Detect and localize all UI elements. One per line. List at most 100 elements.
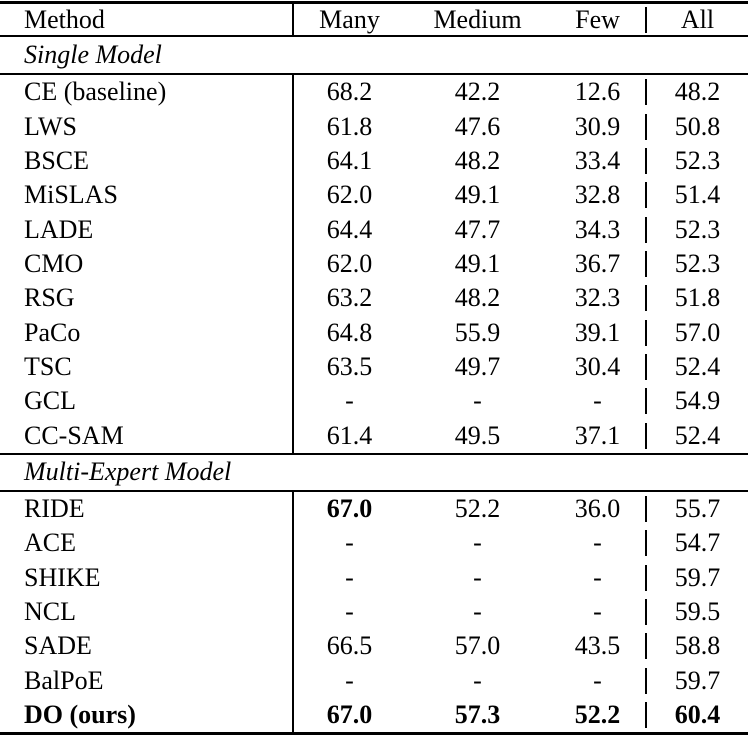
header-many: Many — [319, 4, 380, 34]
table-row-rsg: RSG 63.2 48.2 32.3 51.8 — [0, 281, 748, 316]
all-value: 60.4 — [674, 700, 721, 730]
header-all: All — [680, 4, 715, 34]
many-value: 64.8 — [326, 317, 373, 347]
method-name: CC-SAM — [0, 418, 294, 453]
method-name: LWS — [0, 109, 294, 144]
table-row-lade: LADE 64.4 47.7 34.3 52.3 — [0, 212, 748, 247]
few-value: - — [550, 598, 647, 625]
medium-value: - — [473, 386, 482, 416]
few-value: 36.7 — [550, 250, 647, 277]
medium-value: 57.3 — [454, 700, 501, 730]
medium-value: 49.1 — [454, 180, 501, 210]
medium-value: 49.5 — [454, 420, 501, 450]
many-value: 62.0 — [326, 180, 373, 210]
many-value: - — [345, 528, 354, 558]
top-rule — [0, 1, 748, 4]
header-medium: Medium — [433, 4, 522, 34]
table-row-lws: LWS 61.8 47.6 30.9 50.8 — [0, 109, 748, 144]
medium-value: 48.2 — [454, 283, 501, 313]
few-value: 43.5 — [550, 633, 647, 660]
table-row-cmo: CMO 62.0 49.1 36.7 52.3 — [0, 246, 748, 282]
method-name: MiSLAS — [0, 178, 294, 213]
all-value: 50.8 — [674, 111, 721, 141]
header-method: Method — [0, 4, 294, 35]
all-value: 51.8 — [674, 283, 721, 313]
many-value: 63.5 — [326, 351, 373, 381]
all-value: 59.5 — [674, 596, 721, 626]
method-name: NCL — [0, 594, 294, 630]
method-name: PaCo — [0, 315, 294, 350]
many-value: 67.0 — [326, 700, 373, 730]
all-value: 52.3 — [674, 145, 721, 175]
table-row-ncl: NCL - - - 59.5 — [0, 594, 748, 630]
all-value: 54.9 — [674, 386, 721, 416]
section-label: Multi-Expert Model — [24, 457, 232, 487]
medium-value: - — [473, 596, 482, 626]
all-value: 51.4 — [674, 180, 721, 210]
few-value: 32.3 — [550, 285, 647, 312]
table-row-gcl: GCL - - - 54.9 — [0, 384, 748, 419]
medium-value: 47.7 — [454, 214, 501, 244]
method-name: CMO — [0, 246, 294, 282]
all-value: 59.7 — [674, 665, 721, 695]
section-label: Single Model — [24, 40, 162, 69]
many-value: - — [345, 596, 354, 626]
many-value: 61.8 — [326, 111, 373, 141]
many-value: 61.4 — [326, 420, 373, 450]
table-row-shike: SHIKE - - - 59.7 — [0, 560, 748, 595]
all-value: 57.0 — [674, 317, 721, 347]
method-name: DO (ours) — [0, 697, 294, 733]
all-value: 55.7 — [674, 493, 721, 523]
few-value: 30.4 — [550, 353, 647, 380]
header-separator-rule — [0, 35, 748, 37]
method-name: CE (baseline) — [0, 75, 294, 110]
method-name: BalPoE — [0, 663, 294, 698]
medium-value: 49.7 — [454, 351, 501, 381]
medium-value: 49.1 — [454, 248, 501, 278]
table-row-ace: ACE - - - 54.7 — [0, 526, 748, 561]
few-value: 36.0 — [550, 495, 647, 522]
few-value: 34.3 — [550, 216, 647, 243]
many-value: 68.2 — [326, 77, 373, 107]
table-row-ce-baseline: CE (baseline) 68.2 42.2 12.6 48.2 — [0, 75, 748, 110]
many-value: 64.4 — [326, 214, 373, 244]
all-value: 52.4 — [674, 351, 721, 381]
section-header-multi-expert-model: Multi-Expert Model — [0, 455, 748, 490]
section-separator-rule — [0, 452, 748, 455]
many-value: 63.2 — [326, 283, 373, 313]
few-value: - — [550, 564, 647, 591]
table-row-cc-sam: CC-SAM 61.4 49.5 37.1 52.4 — [0, 418, 748, 453]
method-name: RIDE — [0, 491, 294, 527]
many-value: - — [345, 665, 354, 695]
many-value: - — [345, 386, 354, 416]
method-name: GCL — [0, 384, 294, 419]
medium-value: - — [473, 665, 482, 695]
medium-value: 47.6 — [454, 111, 501, 141]
many-value: 64.1 — [326, 145, 373, 175]
method-name: LADE — [0, 212, 294, 247]
bottom-rule — [0, 732, 748, 736]
all-value: 59.7 — [674, 562, 721, 592]
table-row-mislas: MiSLAS 62.0 49.1 32.8 51.4 — [0, 178, 748, 213]
table-row-ride: RIDE 67.0 52.2 36.0 55.7 — [0, 491, 748, 527]
all-value: 52.4 — [674, 420, 721, 450]
medium-value: 42.2 — [454, 77, 501, 107]
section-header-single-model: Single Model — [0, 37, 748, 73]
section-separator-rule — [0, 73, 748, 75]
method-name: SHIKE — [0, 560, 294, 595]
medium-value: - — [473, 562, 482, 592]
table-row-bsce: BSCE 64.1 48.2 33.4 52.3 — [0, 143, 748, 179]
table-header-row: Method Many Medium Few All — [0, 4, 748, 35]
medium-value: 57.0 — [454, 631, 501, 661]
medium-value: - — [473, 528, 482, 558]
method-name: SADE — [0, 629, 294, 664]
table-row-tsc: TSC 63.5 49.7 30.4 52.4 — [0, 349, 748, 385]
method-name: RSG — [0, 281, 294, 316]
all-value: 52.3 — [674, 248, 721, 278]
table-row-paco: PaCo 64.8 55.9 39.1 57.0 — [0, 315, 748, 350]
all-value: 58.8 — [674, 631, 721, 661]
few-value: 12.6 — [550, 79, 647, 106]
many-value: 66.5 — [326, 631, 373, 661]
table-row-sade: SADE 66.5 57.0 43.5 58.8 — [0, 629, 748, 664]
many-value: 67.0 — [326, 493, 373, 523]
